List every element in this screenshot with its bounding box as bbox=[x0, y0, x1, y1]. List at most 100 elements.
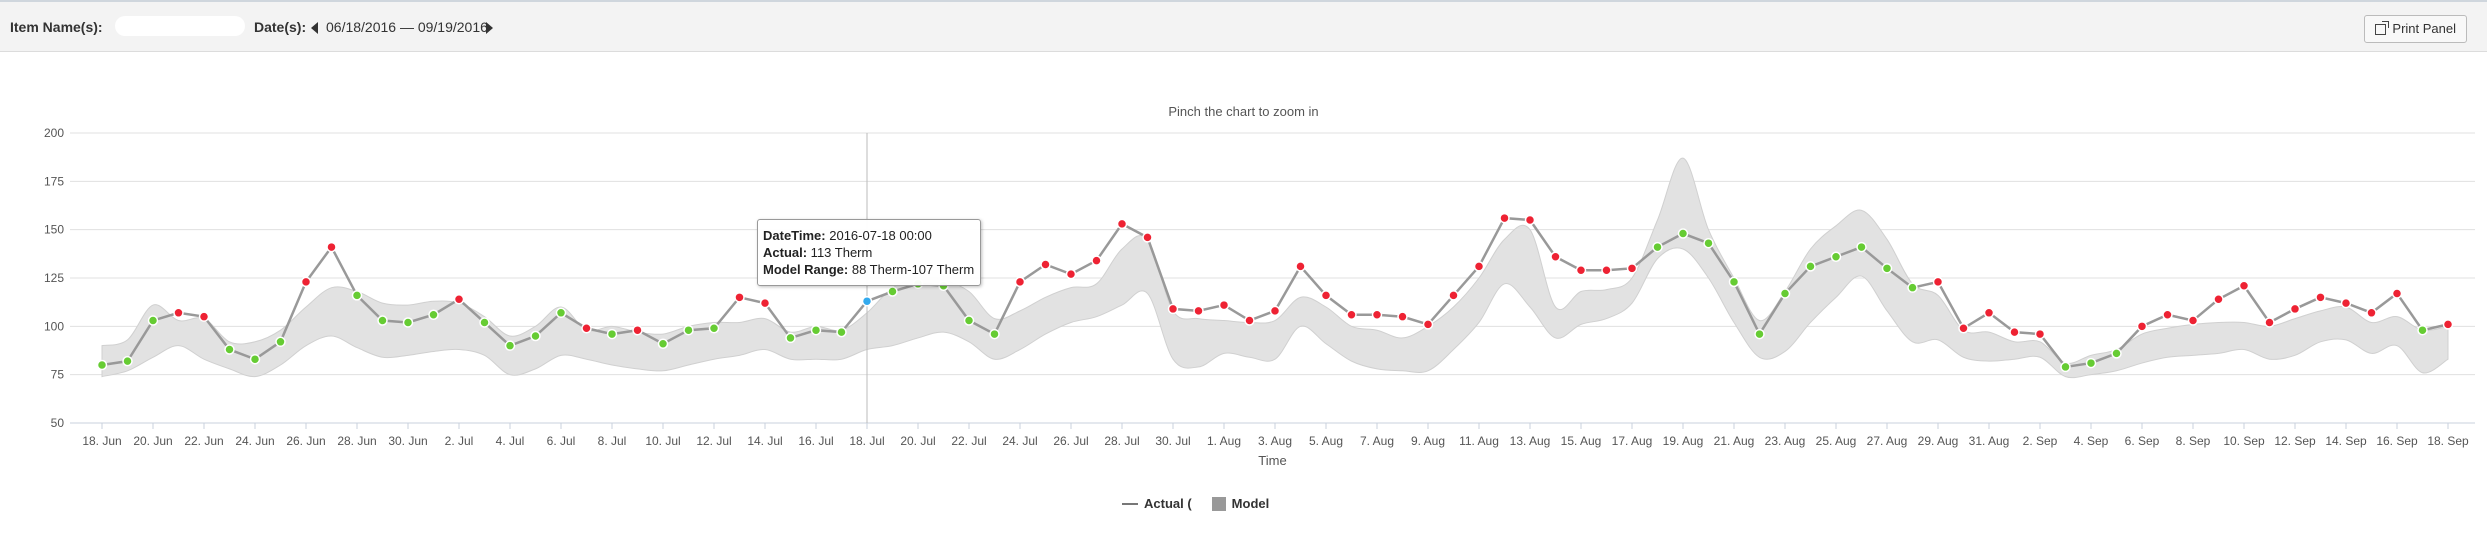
x-tick-label: 4. Sep bbox=[2074, 434, 2109, 448]
data-point bbox=[479, 317, 490, 328]
chart-subtitle: Pinch the chart to zoom in bbox=[1168, 104, 1319, 119]
x-tick-label: 1. Aug bbox=[1207, 434, 1241, 448]
data-point bbox=[1295, 261, 1306, 272]
data-point bbox=[1346, 309, 1357, 320]
data-point bbox=[504, 340, 516, 351]
data-point bbox=[1703, 237, 1714, 249]
data-point bbox=[1448, 290, 1459, 301]
data-point bbox=[989, 328, 1000, 340]
x-tick-label: 18. Jul bbox=[849, 434, 884, 448]
y-tick-label: 75 bbox=[51, 368, 65, 382]
x-tick-label: 18. Jun bbox=[82, 434, 121, 448]
data-point bbox=[275, 336, 286, 348]
print-panel-label: Print Panel bbox=[2392, 21, 2456, 36]
data-point bbox=[2034, 328, 2046, 340]
date-range-value[interactable]: 06/18/2016 — 09/19/2016 bbox=[326, 19, 488, 35]
x-tick-label: 28. Jun bbox=[337, 434, 376, 448]
model-range-band bbox=[101, 157, 2449, 379]
data-point bbox=[2136, 321, 2148, 332]
data-point bbox=[1728, 276, 1740, 288]
data-point bbox=[1244, 315, 1255, 326]
legend-model-swatch[interactable] bbox=[1211, 496, 1226, 511]
data-point bbox=[657, 338, 669, 349]
data-point bbox=[2289, 303, 2301, 315]
data-point bbox=[1269, 305, 1281, 317]
x-tick-label: 2. Jul bbox=[445, 434, 474, 448]
tooltip-range-label: Model Range: bbox=[763, 262, 849, 277]
data-point bbox=[1652, 241, 1663, 253]
data-point bbox=[1779, 288, 1791, 299]
data-point bbox=[2340, 297, 2352, 309]
x-tick-label: 20. Jun bbox=[133, 434, 172, 448]
data-point bbox=[2417, 324, 2428, 336]
chart-tooltip: DateTime: 2016-07-18 00:00 Actual: 113 T… bbox=[757, 219, 981, 286]
x-tick-label: 20. Jul bbox=[900, 434, 935, 448]
previous-date-icon[interactable] bbox=[311, 22, 318, 34]
data-point bbox=[2187, 315, 2199, 326]
data-point bbox=[1193, 305, 1204, 317]
data-point bbox=[1091, 255, 1102, 266]
x-tick-label: 8. Jul bbox=[598, 434, 627, 448]
print-panel-button[interactable]: Print Panel bbox=[2364, 15, 2467, 43]
data-point bbox=[1499, 212, 1510, 224]
y-tick-label: 150 bbox=[44, 223, 64, 237]
y-tick-label: 200 bbox=[44, 126, 64, 140]
data-point bbox=[1116, 218, 1128, 230]
data-point bbox=[963, 315, 975, 326]
data-point bbox=[810, 324, 822, 336]
y-tick-label: 50 bbox=[51, 416, 65, 430]
x-tick-label: 30. Jul bbox=[1155, 434, 1190, 448]
data-point bbox=[1422, 319, 1434, 330]
data-point bbox=[861, 295, 873, 307]
data-point bbox=[173, 307, 184, 319]
data-point bbox=[1626, 263, 1638, 274]
x-tick-label: 6. Jul bbox=[547, 434, 576, 448]
x-tick-label: 16. Jul bbox=[798, 434, 833, 448]
x-tick-label: 3. Aug bbox=[1258, 434, 1292, 448]
x-tick-label: 23. Aug bbox=[1765, 434, 1806, 448]
data-point bbox=[1830, 251, 1842, 262]
data-point bbox=[2009, 326, 2020, 338]
x-tick-label: 4. Jul bbox=[496, 434, 525, 448]
data-point bbox=[2366, 307, 2377, 319]
x-tick-label: 29. Aug bbox=[1918, 434, 1959, 448]
data-point bbox=[1473, 261, 1485, 272]
data-point bbox=[887, 286, 898, 297]
data-point bbox=[2315, 292, 2326, 303]
data-point bbox=[2162, 309, 2173, 320]
legend-actual-swatch[interactable] bbox=[1122, 502, 1138, 505]
item-name-value[interactable] bbox=[115, 16, 245, 36]
data-point bbox=[428, 309, 439, 320]
data-point bbox=[96, 359, 108, 371]
legend-actual-label[interactable]: Actual ( bbox=[1144, 496, 1192, 511]
data-point bbox=[759, 297, 771, 309]
x-tick-label: 6. Sep bbox=[2125, 434, 2160, 448]
data-point bbox=[224, 344, 235, 355]
data-point bbox=[249, 353, 261, 365]
x-tick-label: 10. Jul bbox=[645, 434, 680, 448]
data-point bbox=[1167, 303, 1179, 315]
data-point bbox=[530, 330, 541, 342]
data-point bbox=[606, 328, 618, 340]
data-point bbox=[326, 241, 337, 253]
data-point bbox=[708, 323, 720, 334]
x-tick-label: 22. Jun bbox=[184, 434, 223, 448]
data-point bbox=[1014, 276, 1026, 288]
x-tick-label: 31. Aug bbox=[1969, 434, 2010, 448]
tooltip-range-value: 88 Therm-107 Therm bbox=[848, 262, 975, 277]
data-point bbox=[1524, 214, 1536, 226]
next-date-icon[interactable] bbox=[486, 22, 493, 34]
legend-model-label[interactable]: Model bbox=[1231, 496, 1270, 511]
data-point bbox=[1320, 290, 1332, 301]
data-point bbox=[1677, 228, 1689, 239]
tooltip-datetime-value: 2016-07-18 00:00 bbox=[825, 228, 932, 243]
x-tick-label: 11. Aug bbox=[1459, 434, 1499, 448]
x-tick-label: 18. Sep bbox=[2427, 434, 2469, 448]
item-name-label: Item Name(s): bbox=[10, 19, 103, 35]
x-tick-label: 22. Jul bbox=[951, 434, 986, 448]
data-point bbox=[1881, 263, 1893, 274]
data-point bbox=[785, 332, 796, 344]
x-tick-label: 12. Jul bbox=[696, 434, 731, 448]
data-point bbox=[453, 294, 465, 305]
